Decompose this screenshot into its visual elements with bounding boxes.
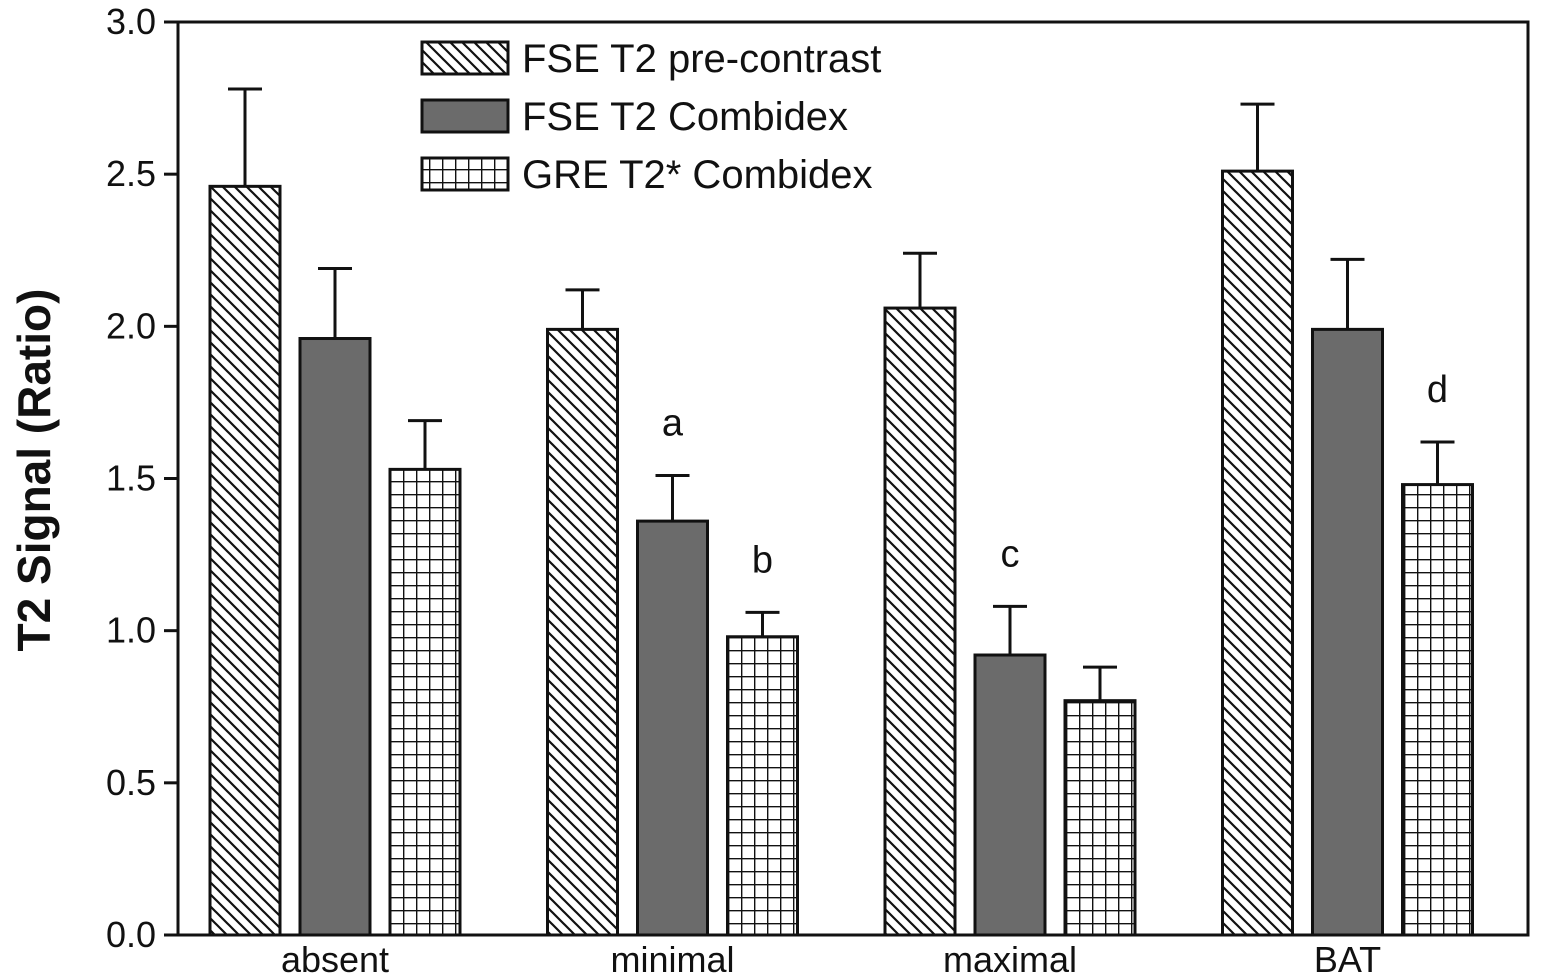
legend-swatch	[420, 98, 510, 134]
y-tick-label: 1.5	[106, 458, 156, 499]
bar	[298, 337, 372, 937]
y-axis-label: T2 Signal (Ratio)	[8, 289, 60, 652]
bar	[1401, 483, 1474, 937]
x-tick-label: maximal	[943, 939, 1077, 978]
y-tick-label: 0.5	[106, 762, 156, 803]
x-tick-label: minimal	[610, 939, 734, 978]
legend-label: FSE T2 pre-contrast	[522, 37, 881, 81]
bars-group: a b c d	[208, 87, 1474, 937]
y-tick-label: 1.0	[106, 610, 156, 651]
x-tick-label: BAT	[1314, 939, 1381, 978]
significance-annotation: a	[662, 402, 684, 444]
bar	[973, 653, 1047, 937]
bar	[1063, 699, 1137, 937]
bar	[388, 467, 462, 937]
legend-swatch	[420, 156, 510, 192]
legend-label: FSE T2 Combidex	[522, 95, 848, 139]
bar	[1311, 327, 1384, 937]
bar	[1221, 169, 1294, 937]
legend: FSE T2 pre-contrast FSE T2 Combidex GRE T2…	[420, 37, 881, 197]
y-tick-label: 2.5	[106, 153, 156, 194]
bar	[883, 306, 957, 937]
legend-swatch	[420, 40, 510, 76]
legend-label: GRE T2* Combidex	[522, 153, 873, 197]
x-tick-label: absent	[281, 939, 389, 978]
bar	[726, 635, 799, 937]
significance-annotation: b	[752, 539, 773, 581]
bar	[636, 519, 709, 937]
significance-annotation: c	[1001, 533, 1020, 575]
significance-annotation: d	[1427, 369, 1448, 411]
y-tick-label: 2.0	[106, 305, 156, 346]
bar	[546, 327, 619, 937]
bar	[208, 184, 282, 937]
y-tick-label: 3.0	[106, 1, 156, 42]
axes-group: 0.0 0.5 1.0 1.5 2.0 2.5 3.0 absent minimal maxima…	[106, 1, 1381, 978]
y-tick-label: 0.0	[106, 914, 156, 955]
